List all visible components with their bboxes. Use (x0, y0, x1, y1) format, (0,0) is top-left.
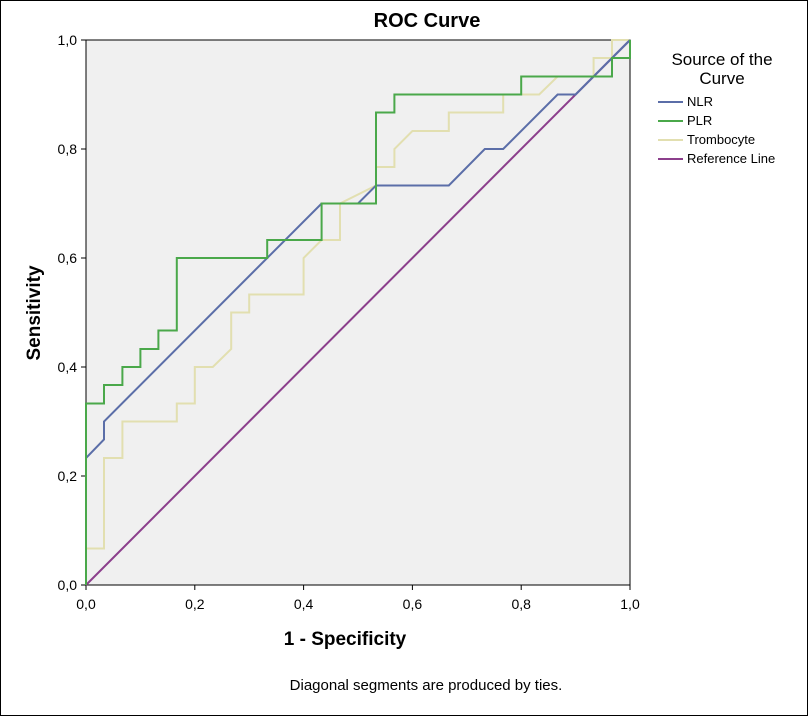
y-tick-label: 0,4 (58, 359, 78, 375)
axis-ticks: 0,0 0,0 0,2 0,2 0,4 0,4 0,6 0,6 0,8 0,8 1,0 1,0 (58, 32, 640, 612)
legend-items: NLR PLR Trombocyte Reference Line (658, 94, 775, 166)
y-tick-label: 1,0 (58, 32, 78, 48)
legend-label-trombocyte: Trombocyte (687, 132, 755, 147)
series-line-reference-line (85, 39, 631, 586)
x-tick-label: 1,0 (620, 596, 640, 612)
series-line-trombocyte (85, 39, 630, 585)
series-line-nlr (85, 39, 631, 585)
series-layer (85, 39, 631, 586)
x-tick-label: 0,6 (403, 596, 423, 612)
legend-label-plr: PLR (687, 113, 712, 128)
y-tick-label: 0,2 (58, 468, 78, 484)
legend-title-line-1: Source of the (671, 50, 772, 69)
legend-label-reference-line: Reference Line (687, 151, 775, 166)
legend-label-nlr: NLR (687, 94, 713, 109)
y-axis-label: Sensitivity (24, 265, 45, 360)
y-tick-label: 0,6 (58, 250, 78, 266)
footnote: Diagonal segments are produced by ties. (290, 677, 563, 694)
y-tick-label: 0,0 (58, 577, 78, 593)
x-tick-label: 0,2 (185, 596, 205, 612)
legend-title-line-2: Curve (699, 69, 744, 88)
y-tick-label: 0,8 (58, 141, 78, 157)
x-tick-label: 0,4 (294, 596, 314, 612)
legend: Source of the Curve NLR PLR Trombocyte Refe… (658, 50, 775, 166)
x-tick-label: 0,0 (76, 596, 96, 612)
chart-title: ROC Curve (374, 10, 481, 32)
x-tick-label: 0,8 (511, 596, 531, 612)
x-axis-label: 1 - Specificity (284, 629, 407, 650)
series-line-plr (85, 40, 631, 585)
